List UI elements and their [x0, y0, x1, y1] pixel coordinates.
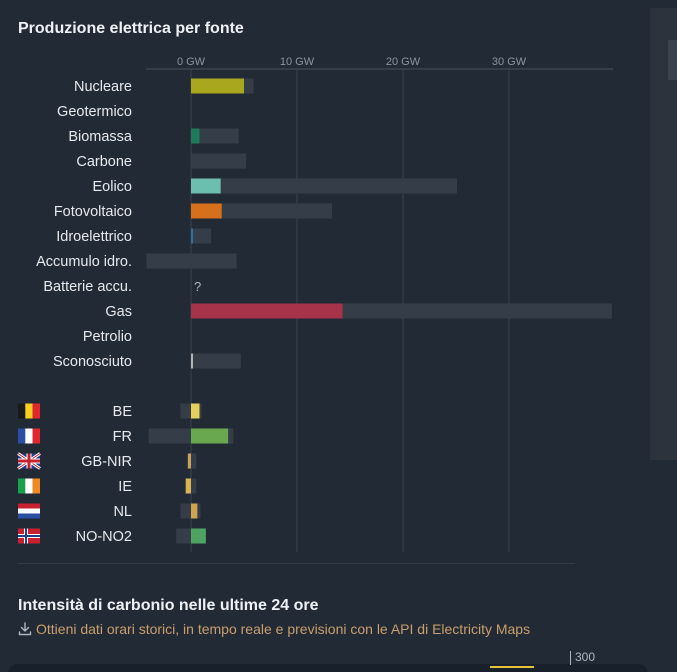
flag-part — [18, 478, 26, 494]
exchange-flow-bar — [187, 453, 191, 469]
flag-part — [18, 535, 40, 537]
source-label: Nucleare — [74, 79, 132, 95]
flag-part — [18, 508, 40, 514]
production-bar — [191, 178, 221, 194]
production-bar — [191, 303, 343, 319]
source-label: Accumulo idro. — [36, 254, 132, 270]
flag-part — [32, 428, 40, 444]
flag-part — [25, 403, 33, 419]
production-bar — [191, 203, 222, 219]
capacity-bar — [191, 203, 332, 219]
carbon-axis-label: 300 — [570, 650, 595, 665]
source-label: Sconosciuto — [53, 354, 132, 370]
exchange-capacity-bar — [180, 503, 201, 519]
exchange-flow-bar — [191, 403, 200, 419]
source-label: Fotovoltaico — [54, 204, 132, 220]
exchange-zone-label: FR — [113, 429, 132, 445]
download-icon — [18, 622, 32, 636]
production-bar — [191, 353, 193, 369]
section-divider — [18, 563, 575, 564]
exchange-capacity-bar — [187, 453, 197, 469]
unknown-value: ? — [194, 279, 201, 294]
carbon-axis-tick — [570, 650, 571, 665]
flag-part — [18, 428, 26, 444]
api-link[interactable]: Ottieni dati orari storici, in tempo rea… — [18, 621, 530, 637]
production-chart: 0 GW 10 GW 20 GW 30 GW Nucleare Geotermico Bio… — [17, 56, 613, 552]
x-tick-label: 0 GW — [177, 56, 206, 68]
flag-part — [18, 403, 26, 419]
exchange-flow-bar — [191, 503, 198, 519]
exchange-zone-label: BE — [113, 404, 133, 420]
exchange-zone-label: GB-NIR — [81, 454, 132, 470]
capacity-bar — [146, 253, 237, 269]
exchange-zone-label: NL — [113, 504, 132, 520]
production-bar — [191, 228, 193, 244]
source-label: Gas — [105, 304, 132, 320]
flag-part — [18, 513, 40, 519]
carbon-chart-bar — [490, 666, 534, 668]
production-bar — [191, 78, 244, 94]
flag-part — [25, 478, 33, 494]
x-tick-label: 20 GW — [386, 56, 421, 68]
source-label: Eolico — [93, 179, 133, 195]
x-tick-label: 30 GW — [492, 56, 527, 68]
flag-part — [18, 503, 40, 509]
capacity-bar — [191, 353, 241, 369]
source-label: Carbone — [76, 154, 132, 170]
carbon-intensity-title: Intensità di carbonio nelle ultime 24 or… — [18, 597, 319, 614]
capacity-bar — [191, 228, 212, 244]
capacity-bar — [191, 153, 247, 169]
flag-part — [32, 478, 40, 494]
scrollbar-track[interactable] — [650, 8, 677, 460]
exchange-flow-bar — [185, 478, 191, 494]
panel-title: Produzione elettrica per fonte — [18, 20, 244, 37]
capacity-bar — [191, 128, 239, 144]
source-label: Petrolio — [83, 329, 132, 345]
source-label: Biomassa — [68, 129, 133, 145]
production-bar — [191, 128, 200, 144]
carbon-chart-card — [8, 664, 648, 672]
exchange-zone-label: IE — [118, 479, 132, 495]
flag-part — [18, 459, 40, 463]
flag-part — [25, 428, 33, 444]
source-label: Geotermico — [57, 104, 132, 120]
flag-part — [32, 403, 40, 419]
exchange-flow-bar — [191, 528, 206, 544]
api-link-text: Ottieni dati orari storici, in tempo rea… — [36, 621, 531, 637]
carbon-axis-value: 300 — [575, 650, 596, 664]
source-label: Idroelettrico — [56, 229, 132, 245]
source-label: Batterie accu. — [43, 279, 132, 295]
exchange-flow-bar — [191, 428, 229, 444]
exchange-zone-label: NO-NO2 — [76, 529, 132, 545]
capacity-bar — [191, 178, 458, 194]
x-tick-label: 10 GW — [280, 56, 315, 68]
scrollbar-thumb[interactable] — [668, 40, 677, 80]
